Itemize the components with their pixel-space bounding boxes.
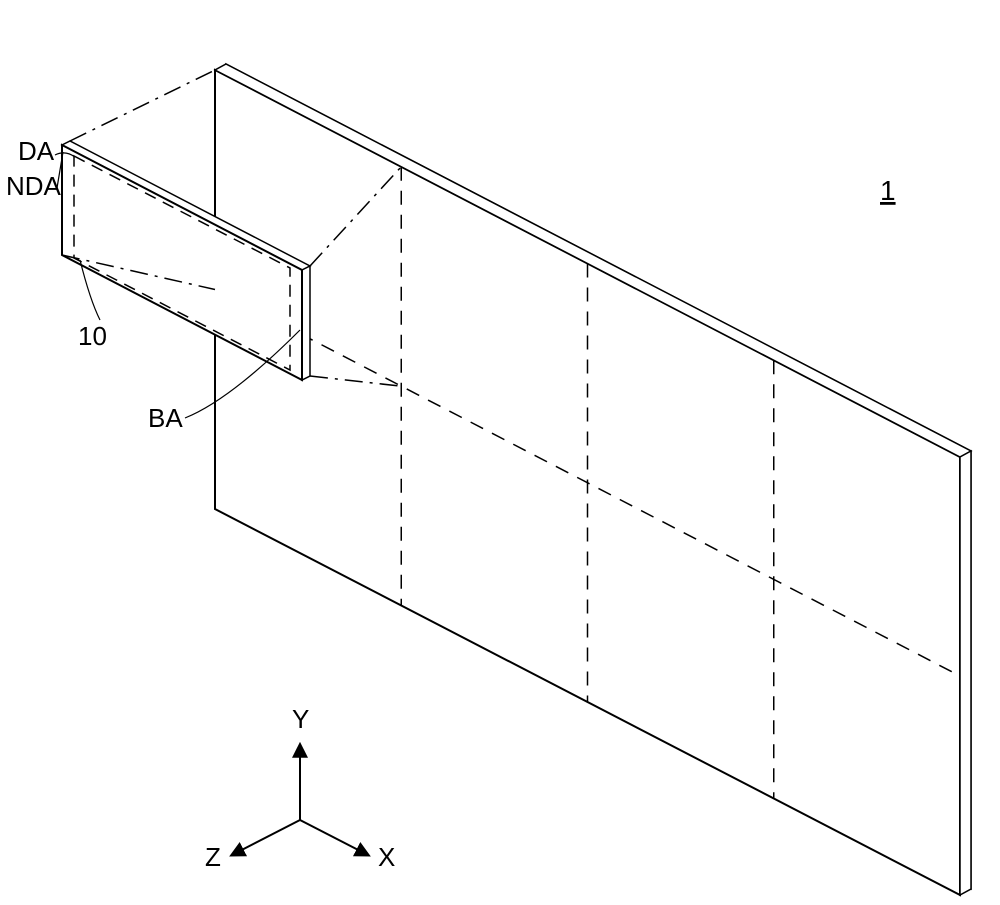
coordinate-axes: Y X Z (205, 704, 395, 872)
axis-y-label: Y (292, 704, 309, 734)
label-nda: NDA (6, 171, 62, 201)
label-ten: 10 (78, 321, 107, 351)
axis-z-label: Z (205, 842, 221, 872)
label-ba: BA (148, 403, 183, 433)
label-da: DA (18, 136, 55, 166)
diagram-svg: Y X Z (0, 0, 1000, 905)
label-one: 1 (880, 175, 896, 206)
axis-x-label: X (378, 842, 395, 872)
big-panel (215, 64, 971, 895)
